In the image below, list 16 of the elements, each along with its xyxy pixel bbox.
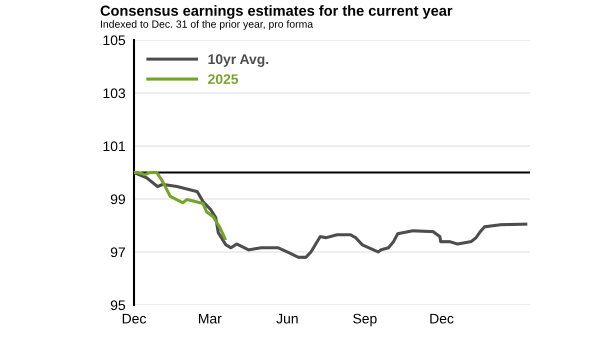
line-series xyxy=(134,170,227,240)
x-tick-label: Dec xyxy=(122,314,146,324)
x-tick-label: Mar xyxy=(199,314,222,324)
legend-label: 10yr Avg. xyxy=(208,54,268,67)
x-tick-label: Sep xyxy=(353,314,377,326)
y-tick-label: 99 xyxy=(110,194,126,204)
x-tick-label: Dec xyxy=(430,314,454,324)
chart-subtitle: Indexed to Dec. 31 of the prior year, pro forma xyxy=(100,20,314,30)
x-tick-label: Jun xyxy=(276,314,298,324)
y-tick-label: 101 xyxy=(104,141,125,152)
legend-label: 2025 xyxy=(208,74,238,84)
chart-title: Consensus earnings estimates for the current year xyxy=(100,5,452,19)
y-tick-label: 97 xyxy=(110,247,125,258)
y-tick-label: 105 xyxy=(104,35,126,46)
y-tick-label: 95 xyxy=(110,300,126,310)
y-tick-label: 103 xyxy=(104,88,126,98)
